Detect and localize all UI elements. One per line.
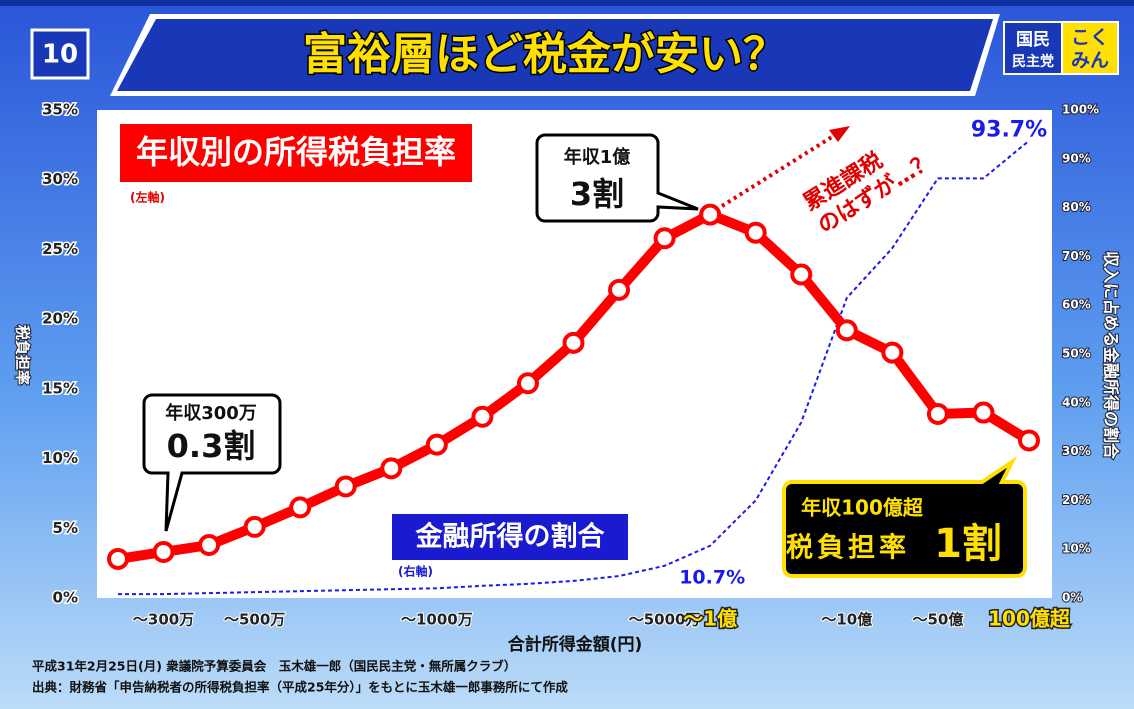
data-label: 10.7% [679,566,745,588]
tax-rate-marker [243,515,266,538]
y2-tick-label: 0% [1062,591,1082,605]
x-tick-label: ～50億 [912,611,963,629]
y2-tick-label: 20% [1062,493,1091,507]
tax-rate-marker [198,534,221,557]
tax-rate-marker [653,227,676,250]
y-tick-label: 20% [42,310,78,328]
callout-text: 年収100億超 [801,496,924,520]
tax-rate-marker [1018,429,1040,452]
tax-rate-marker [152,540,175,563]
logo-text: こく [1071,27,1109,49]
data-label: 93.7% [971,118,1047,143]
slide-number-box [30,28,90,80]
tax-rate-marker [516,372,539,395]
callout-box [142,393,282,532]
y2-tick-label: 80% [1062,200,1091,214]
legend-box [120,124,472,182]
annotation-arrow [720,133,837,208]
y-tick-label: 15% [42,379,78,397]
y2-tick-label: 30% [1062,444,1091,458]
tax-rate-marker [562,331,585,354]
y2-tick-label: 70% [1062,249,1091,263]
x-tick-label: ～500万 [224,611,285,629]
y2-tick-label: 50% [1062,347,1091,361]
tax-rate-marker [926,402,949,425]
logo-right [1061,21,1119,75]
legend-label: 年収別の所得税負担率 [136,133,456,171]
tax-rate-marker [107,547,129,570]
y-tick-label: 35% [42,101,78,119]
callout-text: 年収1億 [564,146,631,168]
slide-title: 富裕層ほど税金が安い？ [303,29,787,80]
annotation-arrowhead [829,126,850,142]
tax-rate-marker [699,203,722,226]
footer-text: 出典：財務省「申告納税者の所得税負担率（平成25年分）」をもとに玉木雄一郎事務所… [32,680,568,695]
tax-rate-marker [972,401,995,424]
x-axis-label: 合計所得金額(円) [508,634,643,655]
slide-number: 10 [42,40,78,70]
tax-rate-marker [334,475,357,498]
callout-box [535,133,699,223]
tax-rate-marker [835,319,858,342]
y-axis-label: 税負担率 [14,325,32,385]
logo-left [1003,21,1063,75]
top-strip [0,0,1134,6]
tax-rate-marker [608,278,631,301]
legend-label: 金融所得の割合 [415,521,605,553]
y2-tick-label: 60% [1062,298,1091,312]
y2-tick-label: 90% [1062,151,1091,165]
y-tick-label: 25% [42,240,78,258]
axis-note: (左軸) [130,190,165,205]
x-tick-label: ～300万 [133,611,194,629]
tax-rate-marker [881,341,904,364]
axis-note: (右軸) [398,564,433,579]
callout-text: 1割 [934,521,1002,567]
legend-box [392,514,628,560]
footer-text: 平成31年2月25日(月) 衆議院予算委員会 玉木雄一郎（国民民主党・無所属クラ… [32,659,516,674]
title-band [117,19,993,91]
x-tick-label: ～1億 [683,607,737,631]
x-tick-label: ～5000万 [629,611,701,629]
y2-tick-label: 10% [1062,542,1091,556]
y-tick-label: 10% [42,449,78,467]
financial-income-line [118,139,1030,596]
y2-axis-label: 収入に占める金融所得の割合 [1102,251,1121,460]
callout-text: 0.3割 [167,427,256,465]
y-tick-label: 30% [42,170,78,188]
tax-rate-marker [744,221,767,244]
x-tick-label: 100億超 [988,607,1071,631]
logo-text: 民主党 [1012,53,1054,70]
tax-rate-marker [790,263,813,286]
callout-text: 年収300万 [165,402,257,424]
callout-box [782,456,1027,578]
y-tick-label: 5% [53,519,78,537]
y2-tick-label: 40% [1062,395,1091,409]
logo-text: みん [1071,50,1109,72]
tax-rate-marker [425,433,448,456]
logo-text: 国民 [1016,30,1050,50]
x-tick-label: ～1000万 [401,611,473,629]
callout-text: 3割 [570,175,624,213]
x-tick-label: ～10億 [821,611,872,629]
tax-rate-marker [289,496,312,519]
callout-text: 税負担率 [786,532,910,564]
tax-rate-marker [380,457,403,480]
y2-tick-label: 100% [1062,103,1099,117]
tax-rate-marker [471,405,494,428]
y-tick-label: 0% [53,589,78,607]
